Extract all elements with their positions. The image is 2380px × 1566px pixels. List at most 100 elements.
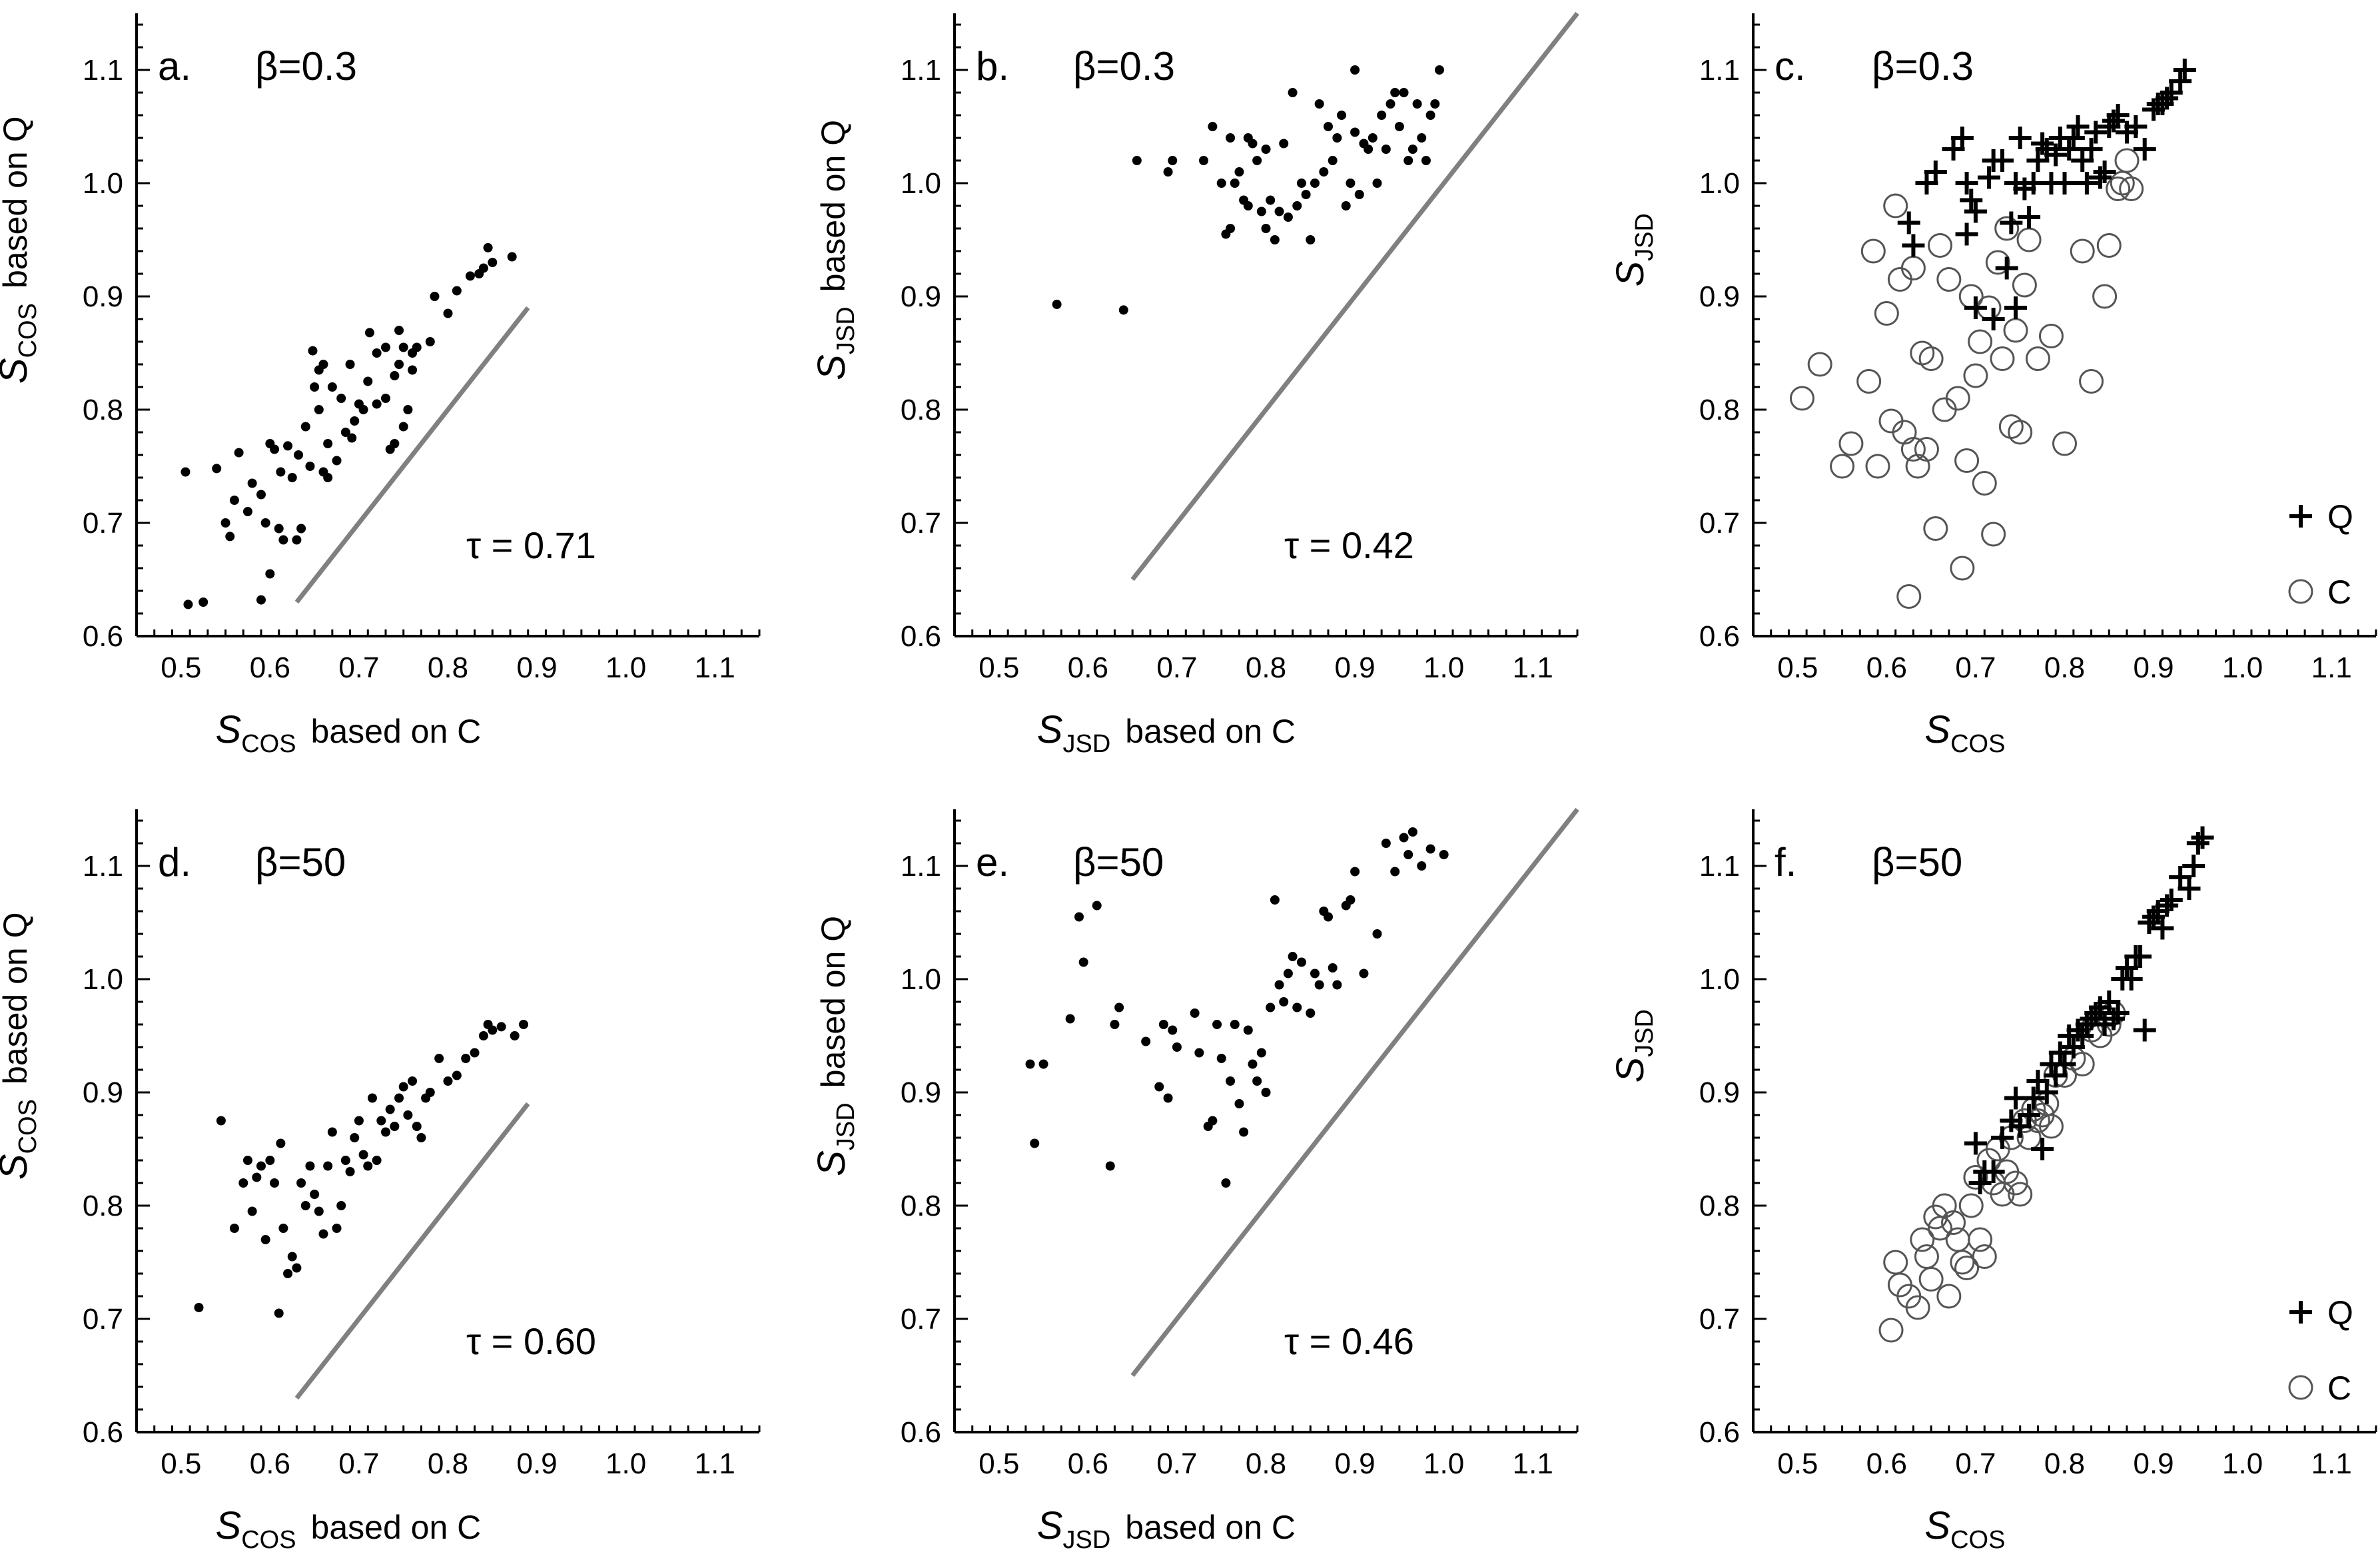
x-axis-title-text: based on C [1125,713,1296,750]
y-axis-title: SCOS based on Q [0,117,42,384]
point-c [1910,1227,1935,1252]
point-q [2018,1104,2041,1126]
point-q [2062,127,2085,149]
x-axis-title-subscript: JSD [1062,730,1110,758]
x-tick-label: 0.5 [161,651,201,684]
data-point [256,490,266,500]
point-q [1924,161,1947,183]
point-q [2031,1138,2054,1160]
point-c [1954,448,1980,473]
y-tick-label: 0.6 [901,620,941,653]
data-point [1163,1093,1173,1103]
data-point [1417,133,1427,143]
data-point [1390,867,1400,877]
y-axis-title-subscript: JSD [1631,213,1659,261]
panel-letter: a. [158,44,191,89]
data-point [398,1082,408,1092]
data-point [1256,206,1266,216]
data-point [507,252,517,262]
data-point [276,467,286,477]
y-axis-title-symbol: S [0,358,35,384]
x-tick-label: 0.8 [428,651,468,684]
identity-line [1130,11,1579,582]
point-q [2106,1002,2130,1024]
data-point [363,1161,373,1171]
panel-letter: b. [976,44,1009,89]
y-tick-label: 1.1 [901,54,941,87]
y-tick-label: 1.0 [901,167,941,200]
point-c [2012,272,2037,298]
data-point [488,258,498,267]
x-tick-label: 1.0 [2222,651,2263,684]
y-tick-label: 1.0 [83,167,123,200]
y-tick-label: 0.7 [901,507,941,540]
beta-label: β=0.3 [1872,44,1974,89]
point-c [1981,522,2006,547]
x-tick-label: 0.9 [1334,651,1375,684]
data-point [376,1116,386,1126]
data-point [1381,145,1391,154]
y-tick-label: 1.1 [83,54,123,87]
data-point [1030,1138,1040,1148]
point-c [1945,386,1970,411]
data-point [1403,156,1413,165]
x-tick-label: 0.5 [979,651,1019,684]
point-q [2071,1024,2094,1047]
point-c [1878,408,1904,434]
y-tick-label: 1.0 [1699,963,1740,996]
data-point [434,1054,444,1063]
y-tick-label: 0.9 [1699,1076,1740,1109]
data-point [1430,99,1440,109]
x-tick-label: 0.9 [1334,1447,1375,1480]
data-point [1270,895,1280,905]
data-point [292,1263,302,1273]
data-point [394,326,404,335]
point-c [1990,346,2015,371]
x-tick-label: 0.9 [2133,1447,2174,1480]
panel-letter: e. [976,840,1009,885]
data-point [1341,201,1351,210]
data-point [1301,190,1311,199]
x-axis-title-symbol: S [1037,708,1063,751]
x-axis-title: SCOS [1924,1504,2005,1554]
point-c [1887,267,1912,292]
data-point [1288,952,1298,961]
point-q [2018,206,2041,228]
x-tick-label: 1.1 [1513,1447,1553,1480]
x-tick-label: 1.0 [605,651,646,684]
point-c [1874,301,1899,326]
tau-label: τ = 0.60 [466,1320,596,1362]
data-point [350,416,360,426]
point-q [2008,127,2032,149]
point-q [1991,1126,2014,1149]
point-c [2038,1114,2064,1139]
data-point [1399,833,1409,843]
data-point [358,1150,368,1160]
data-point [1381,839,1391,848]
data-point [1337,111,1347,120]
x-tick-label: 1.1 [695,1447,735,1480]
data-point [294,450,304,460]
data-point [1350,127,1360,137]
data-point [305,462,315,471]
data-point [323,1161,333,1171]
point-c [1954,1256,1980,1280]
data-point [283,441,293,451]
point-q [2133,138,2156,161]
y-tick-label: 1.1 [901,850,941,883]
data-point [1346,895,1356,905]
y-tick-label: 1.1 [1699,54,1740,87]
point-q [1968,1172,1992,1194]
x-axis-title-subscript: COS [241,730,296,758]
point-c [1941,1210,1966,1235]
y-tick-label: 0.9 [901,280,941,313]
x-tick-label: 0.7 [1156,651,1197,684]
data-point [1252,156,1262,165]
y-axis-title-subscript: JSD [1631,1009,1659,1057]
data-point [1194,1048,1204,1058]
x-axis-title-text: based on C [311,713,482,750]
point-q [1960,189,1983,212]
data-point [1052,299,1062,309]
point-q [2084,121,2108,144]
